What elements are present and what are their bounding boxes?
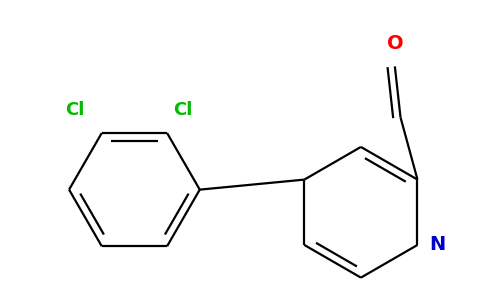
Text: N: N bbox=[429, 236, 445, 254]
Text: Cl: Cl bbox=[173, 101, 192, 119]
Text: O: O bbox=[387, 34, 403, 53]
Text: Cl: Cl bbox=[65, 101, 85, 119]
